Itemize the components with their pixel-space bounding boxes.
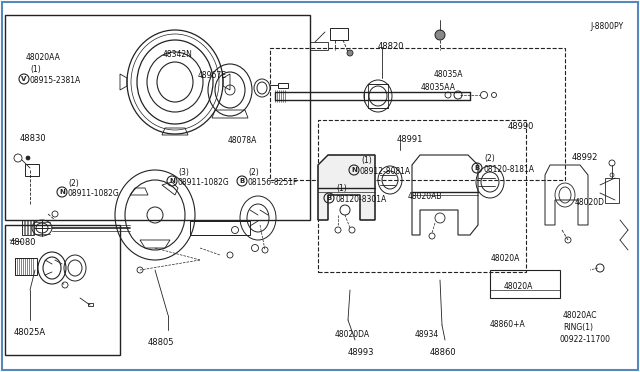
Text: 48342N: 48342N [163, 50, 193, 59]
Text: J-8800PY: J-8800PY [590, 22, 623, 31]
Polygon shape [318, 155, 375, 220]
Text: (2): (2) [248, 168, 259, 177]
Text: 00922-11700: 00922-11700 [560, 335, 611, 344]
Text: 48805: 48805 [148, 338, 175, 347]
Text: 48820: 48820 [378, 42, 404, 51]
Bar [15, 258, 37, 275]
Text: 48993: 48993 [348, 348, 374, 357]
Text: RING(1): RING(1) [563, 323, 593, 332]
Bar [330, 28, 348, 40]
Text: 48020DA: 48020DA [335, 330, 370, 339]
Circle shape [435, 30, 445, 40]
Bar [605, 178, 619, 203]
Text: 48934: 48934 [415, 330, 439, 339]
Text: 08120-8301A: 08120-8301A [335, 195, 387, 204]
Text: 48020AC: 48020AC [563, 311, 598, 320]
Text: (2): (2) [484, 154, 495, 163]
Bar [22, 220, 34, 235]
Text: N: N [169, 178, 175, 184]
Text: (3): (3) [178, 168, 189, 177]
Bar [25, 164, 39, 176]
Text: 48860: 48860 [430, 348, 456, 357]
Text: 48080: 48080 [10, 238, 36, 247]
Text: (1): (1) [361, 156, 372, 165]
Text: B: B [474, 165, 479, 171]
Text: B: B [239, 178, 244, 184]
Text: N: N [59, 189, 65, 195]
Bar [490, 270, 560, 298]
Text: 48020A: 48020A [491, 254, 520, 263]
Text: 48992: 48992 [572, 153, 598, 162]
Text: 08156-8251F: 08156-8251F [248, 178, 298, 187]
Circle shape [347, 50, 353, 56]
Text: 08912-8081A: 08912-8081A [360, 167, 411, 176]
Text: 48991: 48991 [397, 135, 424, 144]
Text: 48035AA: 48035AA [421, 83, 456, 92]
Text: 08911-1082G: 08911-1082G [68, 189, 120, 198]
Bar [318, 120, 526, 272]
Bar [270, 48, 565, 180]
Circle shape [26, 156, 30, 160]
Text: (1): (1) [30, 65, 41, 74]
Text: 08911-1082G: 08911-1082G [178, 178, 230, 187]
Text: 48025A: 48025A [14, 328, 46, 337]
Text: (1): (1) [336, 184, 347, 193]
Text: 48967E: 48967E [198, 71, 227, 80]
Text: 08120-8181A: 08120-8181A [483, 165, 534, 174]
Bar [278, 83, 288, 88]
Text: 48020D: 48020D [575, 198, 605, 207]
Text: 48830: 48830 [20, 134, 47, 143]
Text: V: V [21, 76, 27, 82]
Bar [88, 303, 93, 306]
Text: 48078A: 48078A [228, 136, 257, 145]
Text: 48035A: 48035A [434, 70, 463, 79]
Bar [5, 15, 310, 220]
Bar [5, 225, 120, 355]
Text: 48020AA: 48020AA [26, 53, 61, 62]
Text: 48020AB: 48020AB [408, 192, 442, 201]
Text: B: B [326, 195, 332, 201]
Text: 08915-2381A: 08915-2381A [30, 76, 81, 85]
Text: 48020A: 48020A [504, 282, 533, 291]
Text: 48990: 48990 [508, 122, 534, 131]
Text: N: N [351, 167, 357, 173]
Text: 48860+A: 48860+A [490, 320, 525, 329]
Bar [310, 42, 328, 50]
Bar [190, 221, 250, 235]
Text: (2): (2) [68, 179, 79, 188]
